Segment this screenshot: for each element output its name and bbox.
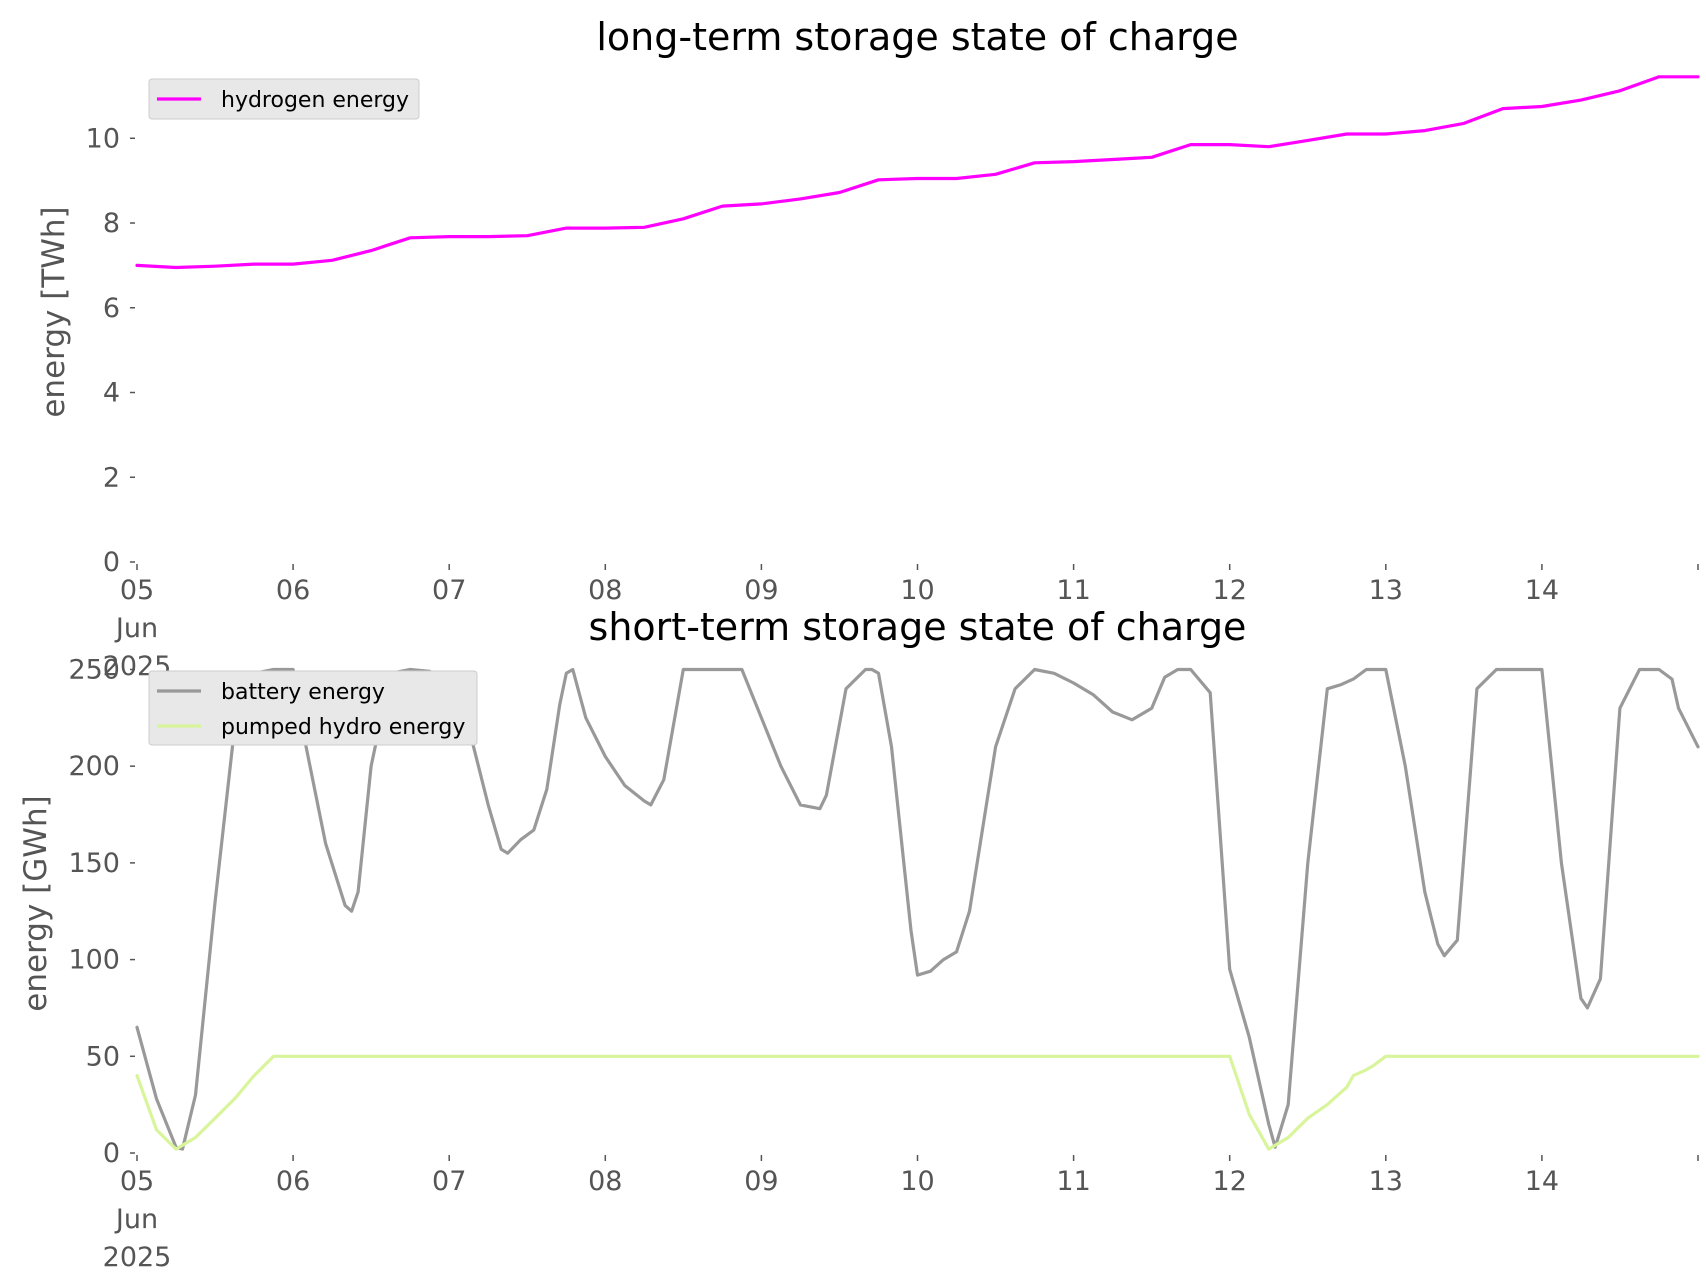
x-tick-label: 10 [900,575,934,606]
x-tick-label: 13 [1369,575,1403,606]
x-tick-label: 06 [276,1166,310,1197]
x-tick-label: Jun [114,613,158,644]
y-tick-label: 4 [103,378,120,409]
legend-box [148,78,420,120]
y-tick-label: 2 [103,462,120,493]
x-tick-label: 13 [1369,1166,1403,1197]
x-tick-label: 06 [276,575,310,606]
x-tick-label: 10 [900,1166,934,1197]
y-tick-label: 50 [86,1041,120,1072]
legend-box [148,670,478,746]
legend: hydrogen energy [148,78,420,120]
x-tick-label: Jun [114,1204,158,1235]
x-tick-label: 2025 [103,1242,172,1273]
y-tick-label: 6 [103,293,120,324]
short-term-storage-chart: short-term storage state of charge energy… [18,605,1700,1273]
series-line-pumped-hydro-energy [135,1054,1700,1151]
chart-title: short-term storage state of charge [589,605,1247,649]
x-tick-label: 05 [120,575,154,606]
x-tick-label: 14 [1525,1166,1559,1197]
x-tick-label: 11 [1056,575,1090,606]
series-line-hydrogen-energy [135,75,1700,270]
y-axis-label: energy [TWh] [36,206,72,417]
y-tick-label: 200 [68,751,120,782]
x-tick-label: 12 [1213,1166,1247,1197]
legend-label: pumped hydro energy [221,715,465,740]
legend: battery energy pumped hydro energy [148,670,478,746]
x-tick-label: 08 [588,1166,622,1197]
y-tick-label: 100 [68,945,120,976]
y-tick-label: 0 [103,1138,120,1169]
y-tick-label: 150 [68,848,120,879]
x-tick-label: 14 [1525,575,1559,606]
y-axis-label: energy [GWh] [18,795,54,1011]
x-tick-label: 09 [744,1166,778,1197]
x-tick-label: 08 [588,575,622,606]
x-tick-label: 05 [120,1166,154,1197]
x-tick-label: 09 [744,575,778,606]
chart-title: long-term storage state of charge [596,15,1238,59]
y-tick-label: 0 [103,547,120,578]
y-tick-label: 250 [68,654,120,685]
x-tick-label: 07 [432,1166,466,1197]
y-tick-label: 8 [103,208,120,239]
x-tick-label: 12 [1213,575,1247,606]
x-tick-label: 07 [432,575,466,606]
x-tick-label: 11 [1056,1166,1090,1197]
long-term-storage-chart: long-term storage state of charge energy … [36,15,1700,682]
y-tick-label: 10 [86,123,120,154]
legend-label: hydrogen energy [221,88,409,113]
legend-label: battery energy [221,680,385,705]
